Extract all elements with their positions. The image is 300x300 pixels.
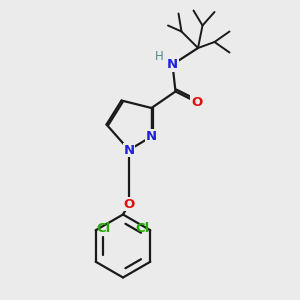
Text: O: O — [191, 95, 202, 109]
Text: Cl: Cl — [136, 222, 150, 235]
Text: N: N — [146, 130, 157, 143]
Text: N: N — [123, 143, 135, 157]
Text: N: N — [167, 58, 178, 71]
Text: O: O — [123, 197, 135, 211]
Text: O: O — [123, 197, 135, 211]
Text: H: H — [154, 50, 164, 64]
Text: Cl: Cl — [96, 222, 110, 235]
